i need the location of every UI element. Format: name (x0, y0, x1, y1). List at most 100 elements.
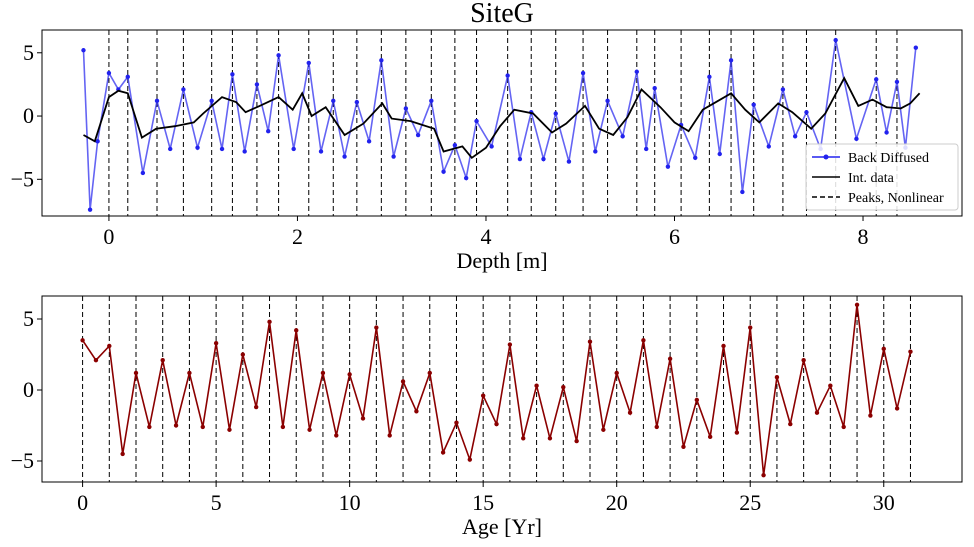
data-point (652, 86, 657, 91)
data-point (429, 98, 434, 104)
data-point (87, 207, 93, 212)
data-point (566, 159, 572, 164)
data-point (125, 74, 130, 80)
legend: Back Diffused Int. data Peaks, Nonlinear (805, 143, 959, 211)
data-point (374, 325, 379, 330)
data-point (505, 73, 510, 78)
data-point (788, 421, 793, 427)
data-point (517, 156, 523, 162)
data-point (913, 45, 919, 50)
data-point (120, 451, 125, 457)
data-point (667, 356, 673, 361)
data-point (181, 87, 186, 92)
data-point (627, 410, 633, 415)
data-point (693, 155, 698, 160)
data-point (334, 433, 339, 438)
data-point (494, 421, 499, 427)
data-point (213, 340, 219, 346)
data-point (801, 357, 806, 363)
x-tick-label: 10 (339, 490, 361, 515)
data-point (294, 328, 299, 333)
data-point (614, 370, 619, 376)
data-point (95, 139, 100, 144)
data-point (521, 436, 526, 441)
data-point (894, 406, 900, 411)
data-point (593, 149, 598, 154)
data-point (717, 151, 722, 157)
data-point (441, 169, 446, 174)
data-point (254, 82, 260, 87)
data-point (728, 58, 734, 63)
x-tick-label: 4 (480, 224, 491, 249)
legend-box (805, 143, 959, 211)
data-point (331, 98, 336, 104)
data-point (354, 99, 360, 105)
data-point (707, 434, 713, 440)
x-tick-label: 2 (292, 224, 303, 249)
x-tick-label: 5 (211, 490, 222, 515)
data-point (467, 457, 473, 462)
legend-marker (823, 154, 829, 160)
data-point (147, 424, 152, 430)
data-point (242, 149, 247, 154)
data-point (227, 427, 232, 432)
data-point (347, 372, 352, 377)
data-point (219, 146, 225, 152)
data-point (81, 48, 86, 53)
data-point (107, 343, 112, 349)
data-point (93, 357, 99, 363)
data-point (307, 427, 312, 432)
data-point (187, 370, 192, 376)
data-point (634, 69, 639, 74)
data-point (792, 134, 798, 139)
data-point (320, 370, 326, 376)
data-point (230, 72, 235, 77)
x-tick-label: 8 (858, 224, 869, 249)
data-point (561, 384, 566, 390)
y-tick-label: 5 (23, 40, 34, 65)
data-point (140, 170, 146, 176)
x-tick-label: 15 (472, 490, 494, 515)
data-point (454, 420, 459, 425)
data-point (266, 129, 271, 134)
data-point (833, 37, 838, 43)
data-point (854, 302, 860, 308)
data-point (240, 352, 246, 357)
data-point (748, 325, 753, 330)
data-point (200, 424, 205, 430)
data-point (440, 450, 446, 455)
data-point (881, 346, 886, 352)
data-point (884, 130, 889, 135)
y-tick-label: 0 (23, 377, 34, 402)
data-point (740, 189, 745, 195)
data-point (480, 393, 486, 398)
data-point (734, 430, 740, 435)
data-point (761, 472, 766, 478)
plot-frame (41, 295, 963, 483)
legend-label: Peaks, Nonlinear (848, 191, 944, 206)
data-point (694, 397, 700, 403)
data-point (534, 383, 539, 388)
data-point (154, 98, 160, 104)
data-point (707, 74, 712, 80)
data-point (360, 416, 366, 421)
x-tick-label: 6 (669, 224, 680, 249)
legend-label: Int. data (848, 171, 895, 186)
data-point (574, 438, 579, 444)
data-point (553, 111, 558, 116)
data-point (318, 149, 324, 154)
data-point (106, 70, 112, 76)
x-tick-label: 20 (606, 490, 628, 515)
data-point (814, 410, 820, 415)
series-line (82, 39, 917, 210)
x-tick-label: 0 (77, 490, 88, 515)
x-tick-label: 30 (873, 490, 895, 515)
data-point (474, 118, 479, 124)
data-point (868, 413, 873, 418)
data-point (644, 146, 649, 152)
data-point (452, 142, 458, 148)
data-point (280, 424, 286, 430)
data-point (306, 60, 311, 66)
data-point (804, 110, 809, 115)
